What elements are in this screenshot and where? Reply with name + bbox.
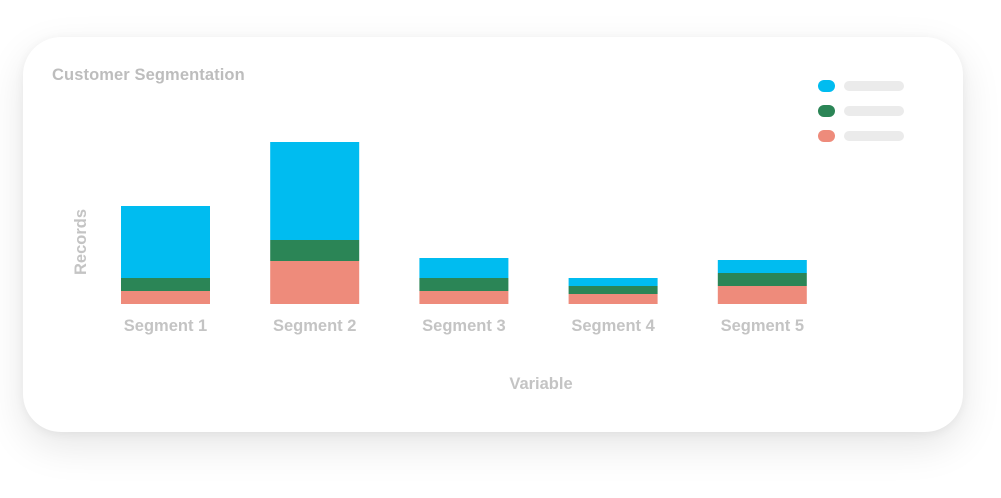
x-tick-label: Segment 1	[124, 317, 207, 335]
chart-title: Customer Segmentation	[52, 66, 245, 84]
bar-segment	[419, 291, 509, 304]
legend-label-placeholder	[844, 131, 904, 141]
legend-item	[818, 130, 908, 142]
x-tick-labels: Segment 1 Segment 2 Segment 3 Segment 4 Segm…	[124, 317, 804, 335]
bar-segment	[717, 273, 807, 286]
bar-segment	[568, 286, 658, 294]
bar-segment	[121, 278, 210, 291]
legend-swatch	[818, 80, 835, 92]
bar-segment	[568, 278, 658, 286]
legend	[818, 80, 908, 155]
legend-item	[818, 105, 908, 117]
legend-label-placeholder	[844, 81, 904, 91]
bar-segment	[121, 206, 210, 278]
bar-segment	[717, 286, 807, 304]
x-axis-label: Variable	[509, 375, 572, 393]
x-tick-label: Segment 4	[571, 317, 655, 335]
legend-swatch	[818, 105, 835, 117]
x-tick-label: Segment 5	[721, 317, 804, 335]
bar-segment	[568, 294, 658, 304]
bar-segment	[270, 261, 360, 304]
bar-segment	[121, 291, 210, 304]
legend-label-placeholder	[844, 106, 904, 116]
bars-group	[121, 142, 807, 304]
bar-segment	[270, 142, 360, 240]
bar-segment	[419, 258, 509, 278]
y-axis-label: Records	[72, 209, 90, 275]
x-tick-label: Segment 2	[273, 317, 356, 335]
bar-segment	[419, 278, 509, 291]
x-tick-label: Segment 3	[422, 317, 505, 335]
legend-item	[818, 80, 908, 92]
legend-swatch	[818, 130, 835, 142]
bar-segment	[270, 240, 360, 261]
bar-segment	[717, 260, 807, 273]
